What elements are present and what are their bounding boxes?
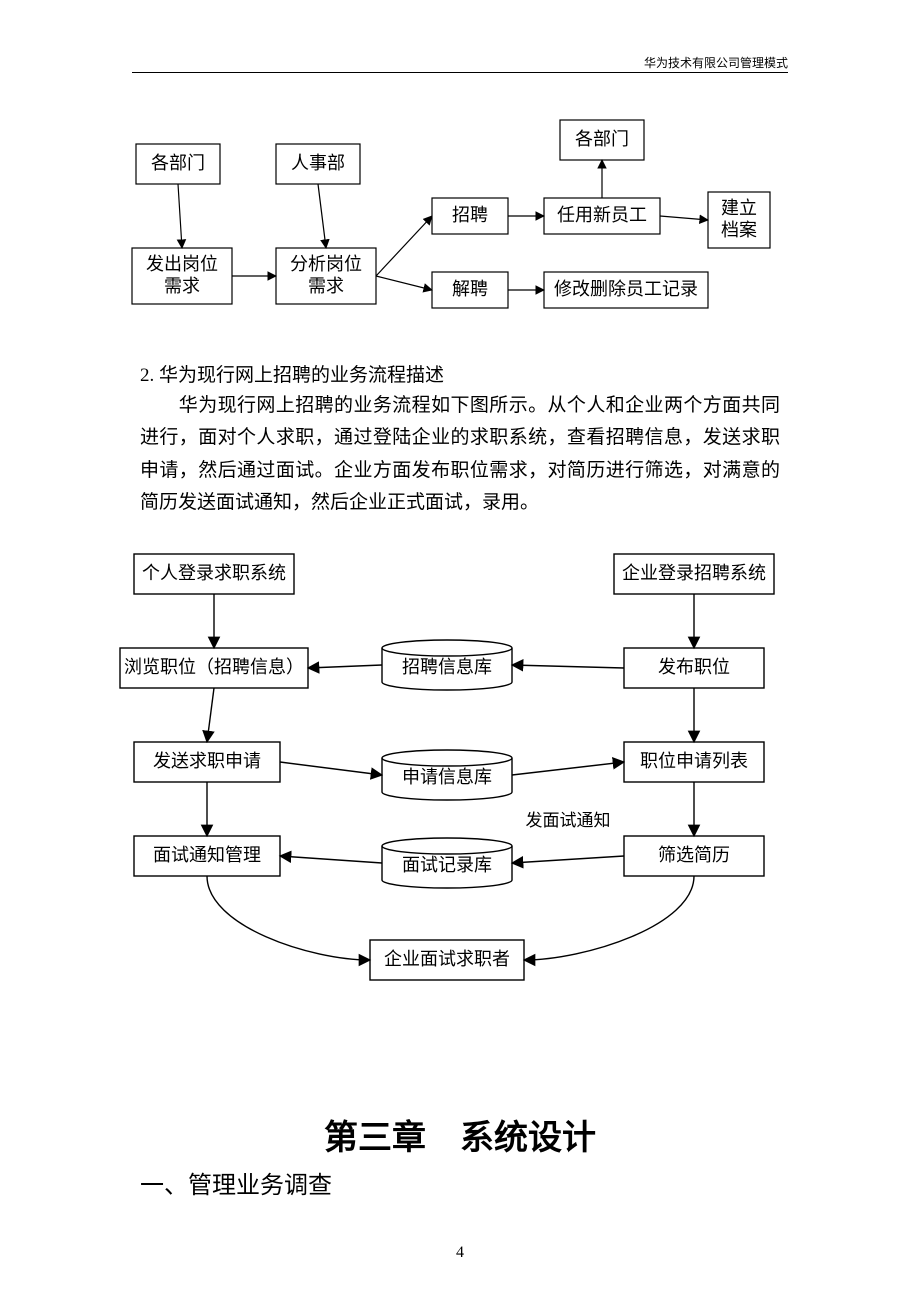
svg-text:发送求职申请: 发送求职申请 xyxy=(153,751,261,771)
svg-text:企业登录招聘系统: 企业登录招聘系统 xyxy=(622,563,766,583)
svg-text:筛选简历: 筛选简历 xyxy=(658,845,730,865)
svg-text:职位申请列表: 职位申请列表 xyxy=(640,751,748,771)
svg-text:招聘信息库: 招聘信息库 xyxy=(402,657,492,677)
svg-text:面试通知管理: 面试通知管理 xyxy=(153,845,261,865)
page-number: 4 xyxy=(0,1244,920,1262)
chapter-title: 第三章 系统设计 xyxy=(0,1110,920,1159)
svg-text:面试记录库: 面试记录库 xyxy=(402,855,492,875)
svg-text:个人登录求职系统: 个人登录求职系统 xyxy=(142,563,286,583)
svg-text:企业面试求职者: 企业面试求职者 xyxy=(384,949,510,969)
svg-text:发布职位: 发布职位 xyxy=(658,657,730,677)
svg-text:浏览职位（招聘信息）: 浏览职位（招聘信息） xyxy=(124,657,304,677)
flowchart-2: 个人登录求职系统 企业登录招聘系统浏览职位（招聘信息） 招聘信息库 发布职位发送求职申… xyxy=(0,0,920,1000)
section-3-heading: 一、管理业务调查 xyxy=(140,1165,332,1200)
document-page: 华为技术有限公司管理模式 各部门人事部各部门发出岗位需求分析岗位需求招聘任用新员… xyxy=(0,0,920,1302)
svg-text:申请信息库: 申请信息库 xyxy=(402,767,492,787)
svg-text:发面试通知: 发面试通知 xyxy=(526,811,611,830)
